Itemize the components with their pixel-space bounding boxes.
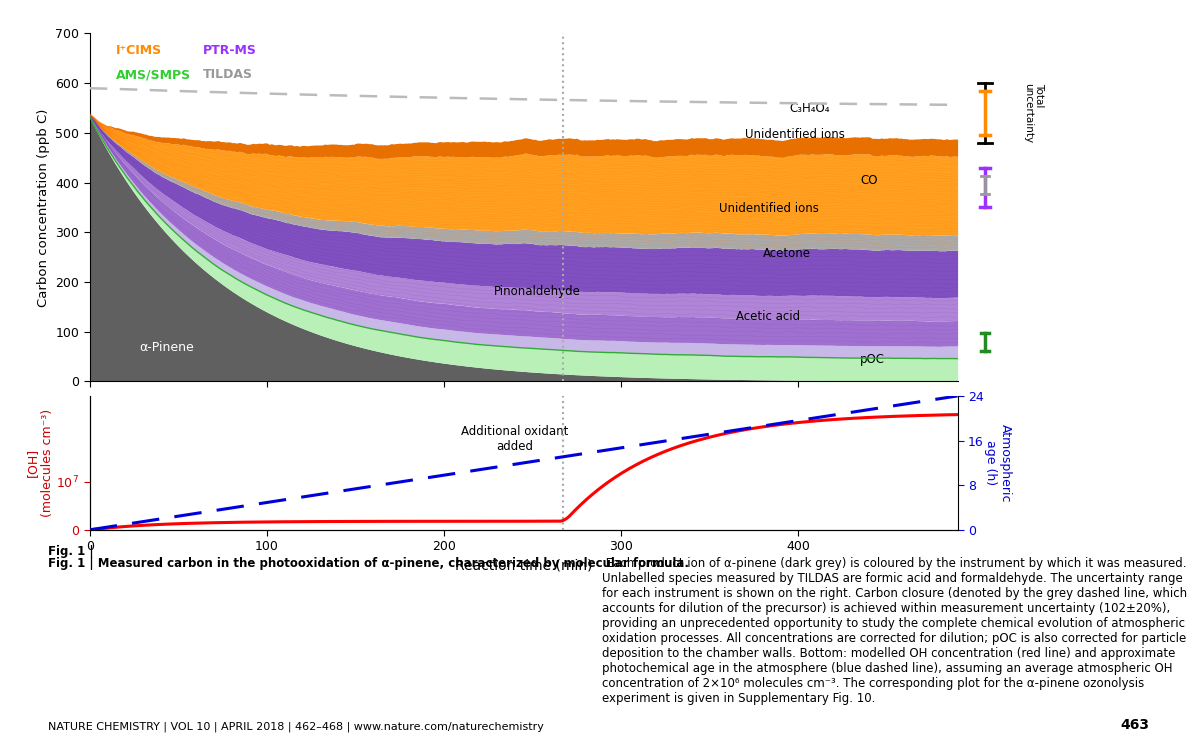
Text: TILDAS: TILDAS: [202, 68, 253, 82]
Text: PTR-MS: PTR-MS: [202, 44, 256, 57]
Text: Pinonaldehyde: Pinonaldehyde: [493, 285, 581, 299]
Text: pOC: pOC: [861, 353, 886, 365]
Text: I⁺CIMS: I⁺CIMS: [116, 44, 162, 57]
Text: NATURE CHEMISTRY | VOL 10 | APRIL 2018 | 462–468 | www.nature.com/naturechemistr: NATURE CHEMISTRY | VOL 10 | APRIL 2018 |…: [48, 722, 543, 732]
Text: Unidentified ions: Unidentified ions: [745, 127, 845, 141]
Text: 463: 463: [1120, 718, 1149, 732]
Text: AMS/SMPS: AMS/SMPS: [116, 68, 192, 82]
Text: Fig. 1 |: Fig. 1 |: [48, 545, 98, 558]
Y-axis label: Carbon concentration (ppb C): Carbon concentration (ppb C): [37, 108, 50, 307]
Text: Acetone: Acetone: [762, 247, 810, 259]
Text: Additional oxidant
added: Additional oxidant added: [461, 425, 569, 453]
Text: α-Pinene: α-Pinene: [139, 341, 194, 354]
Text: Acetic acid: Acetic acid: [736, 310, 801, 323]
Text: Unidentified ions: Unidentified ions: [718, 202, 819, 215]
Text: C₃H₄O₄: C₃H₄O₄: [789, 102, 830, 116]
Y-axis label: [OH]
(molecules cm⁻³): [OH] (molecules cm⁻³): [25, 409, 54, 517]
Text: Total
uncertainty: Total uncertainty: [1022, 83, 1045, 143]
Text: CO: CO: [861, 173, 877, 187]
Text: Fig. 1 | Measured carbon in the photooxidation of α-pinene, characterized by mol: Fig. 1 | Measured carbon in the photooxi…: [48, 557, 689, 570]
Y-axis label: Atmospheric
age (h): Atmospheric age (h): [984, 424, 1011, 502]
Text: Each product ion of α-pinene (dark grey) is coloured by the instrument by which : Each product ion of α-pinene (dark grey)…: [602, 557, 1187, 705]
X-axis label: Reaction time (min): Reaction time (min): [455, 559, 593, 573]
